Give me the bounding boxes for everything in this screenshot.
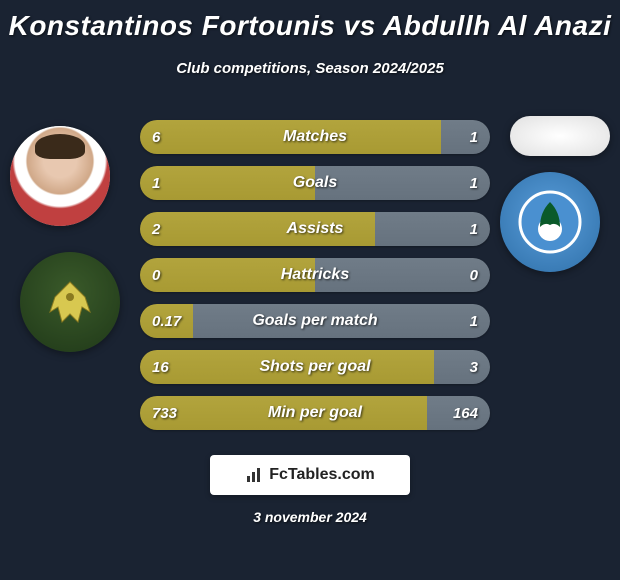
stat-value-right: 3 [470, 350, 478, 384]
stat-label: Min per goal [140, 396, 490, 430]
footer-date: 3 november 2024 [0, 509, 620, 525]
stat-value-left: 6 [152, 120, 160, 154]
stat-label: Assists [140, 212, 490, 246]
stat-row: Matches6 1 [140, 120, 490, 154]
stat-row: Shots per goal16 3 [140, 350, 490, 384]
stat-value-right: 1 [470, 212, 478, 246]
player-right-photo [510, 116, 610, 156]
stat-value-left: 0 [152, 258, 160, 292]
club-left-logo [20, 252, 120, 352]
player-left-photo [10, 126, 110, 226]
stat-label: Goals per match [140, 304, 490, 338]
comparison-title: Konstantinos Fortounis vs Abdullh Al Ana… [0, 0, 620, 42]
stat-value-right: 1 [470, 120, 478, 154]
stats-bars: Matches61Goals11Assists21Hattricks00Goal… [140, 120, 490, 442]
stat-row: Min per goal733 164 [140, 396, 490, 430]
stat-row: Goals1 1 [140, 166, 490, 200]
stat-row: Goals per match0.17 1 [140, 304, 490, 338]
brand-text: FcTables.com [269, 466, 375, 484]
stat-value-right: 164 [453, 396, 478, 430]
stat-value-right: 1 [470, 166, 478, 200]
stat-value-left: 0.17 [152, 304, 181, 338]
stat-value-right: 1 [470, 304, 478, 338]
stat-label: Hattricks [140, 258, 490, 292]
brand-logo[interactable]: FcTables.com [210, 455, 410, 495]
stat-label: Shots per goal [140, 350, 490, 384]
stat-value-left: 733 [152, 396, 177, 430]
stat-label: Matches [140, 120, 490, 154]
stat-row: Assists2 1 [140, 212, 490, 246]
stat-row: Hattricks0 0 [140, 258, 490, 292]
stat-value-left: 1 [152, 166, 160, 200]
alfateh-icon [515, 187, 585, 257]
comparison-subtitle: Club competitions, Season 2024/2025 [0, 60, 620, 77]
stat-value-left: 16 [152, 350, 169, 384]
stat-value-right: 0 [470, 258, 478, 292]
chart-icon [245, 466, 263, 484]
stat-label: Goals [140, 166, 490, 200]
stat-value-left: 2 [152, 212, 160, 246]
eagle-icon [40, 272, 100, 332]
club-right-logo [500, 172, 600, 272]
